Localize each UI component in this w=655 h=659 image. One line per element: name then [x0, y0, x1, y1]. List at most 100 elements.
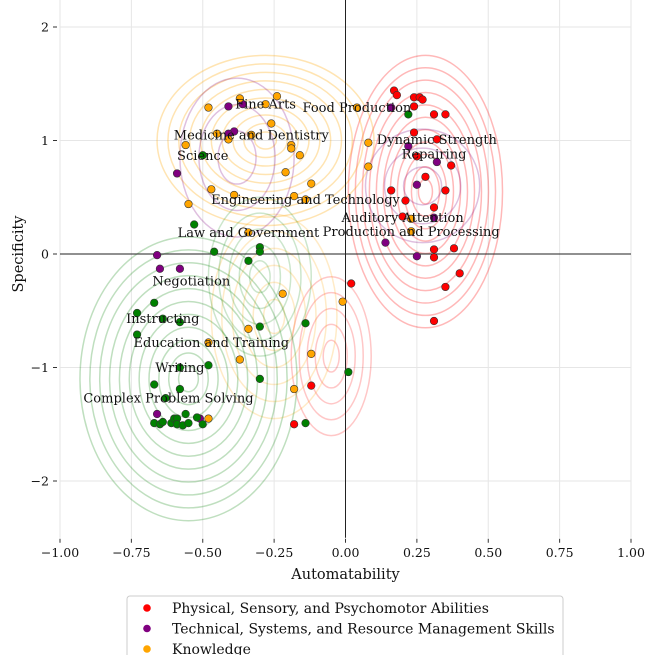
- data-point: [172, 169, 182, 178]
- data-point: [307, 349, 316, 358]
- data-point: [287, 144, 296, 153]
- kde-contour: [232, 114, 299, 167]
- x-tick-label: −0.25: [255, 545, 293, 560]
- x-tick-label: −1.00: [41, 545, 79, 560]
- data-point: [132, 330, 142, 339]
- data-point: [364, 162, 373, 171]
- data-point: [421, 172, 430, 181]
- data-point: [155, 264, 165, 273]
- point-annotation: Science: [177, 149, 229, 164]
- kde-contour: [368, 91, 483, 292]
- kde-contour: [167, 352, 209, 406]
- kde-contour: [89, 249, 288, 509]
- data-point: [158, 417, 167, 427]
- kde-contour: [252, 281, 296, 352]
- data-point: [204, 414, 213, 423]
- kde-contour: [210, 213, 338, 420]
- point-annotation: Complex Problem Solving: [83, 392, 253, 407]
- data-point: [267, 119, 276, 128]
- data-point: [161, 394, 170, 403]
- data-point: [290, 420, 299, 429]
- data-point: [387, 103, 396, 112]
- legend-label: Physical, Sensory, and Psychomotor Abili…: [172, 601, 489, 617]
- data-point: [204, 103, 213, 112]
- x-tick-label: 0.75: [546, 545, 574, 560]
- kde-contour: [314, 323, 348, 389]
- data-point: [244, 228, 253, 237]
- kde-contour: [375, 104, 476, 279]
- data-point: [181, 140, 190, 150]
- data-point: [407, 214, 416, 223]
- data-point: [150, 380, 159, 389]
- kde-contour: [241, 264, 307, 369]
- kde-contour: [158, 339, 219, 419]
- kde-contour: [108, 274, 269, 483]
- kde-contour: [383, 147, 462, 225]
- data-point: [175, 384, 185, 394]
- legend: Physical, Sensory, and Psychomotor Abili…: [126, 595, 564, 659]
- kde-contour: [306, 307, 356, 405]
- point-annotation: Law and Government: [178, 226, 320, 241]
- data-point: [224, 135, 233, 144]
- data-point: [244, 324, 253, 334]
- data-point: [175, 318, 185, 327]
- data-point: [244, 256, 253, 265]
- data-point: [347, 279, 356, 288]
- data-point: [184, 199, 193, 209]
- data-point: [307, 179, 316, 188]
- data-point: [429, 316, 439, 326]
- data-point: [412, 152, 421, 161]
- data-point: [132, 308, 142, 318]
- kde-contour: [354, 67, 497, 317]
- data-point: [364, 138, 373, 147]
- x-tick-label: −0.75: [112, 545, 150, 560]
- data-point: [409, 128, 419, 137]
- data-point: [235, 94, 244, 103]
- kde-contour: [156, 54, 375, 227]
- data-point: [429, 245, 439, 254]
- data-point: [278, 289, 287, 298]
- legend-label: Technical, Systems, and Resource Managem…: [172, 622, 555, 638]
- kde-contour: [188, 80, 343, 201]
- kde-contour: [231, 247, 317, 386]
- legend-frame: [126, 595, 564, 659]
- data-point: [255, 322, 264, 331]
- data-point: [290, 192, 299, 201]
- data-point: [210, 247, 219, 256]
- kde-contour: [217, 212, 302, 342]
- data-point: [404, 142, 413, 151]
- data-point: [449, 244, 459, 253]
- y-tick-label: 1: [41, 133, 49, 148]
- point-annotation: Negotiation: [152, 275, 231, 290]
- data-point: [381, 238, 390, 247]
- data-point: [429, 253, 439, 262]
- axis-ticks: −1.00 −0.75 −0.50 −0.25 0.00 0.25 0.50 0.75 1.00…: [31, 20, 645, 560]
- point-annotation: Fine Arts: [235, 98, 296, 113]
- data-point: [352, 103, 362, 112]
- kde-contour: [167, 63, 364, 218]
- x-tick-label: 0.50: [474, 545, 502, 560]
- x-tick-label: 1.00: [617, 545, 645, 560]
- data-point: [158, 314, 167, 323]
- point-annotation: Instructing: [126, 312, 199, 327]
- kde-contour: [361, 79, 490, 304]
- kde-contour: [262, 298, 286, 335]
- kde-contour: [128, 300, 249, 457]
- x-axis-label: Automatability: [290, 567, 400, 583]
- point-annotation: Engineering and Technology: [211, 193, 400, 208]
- data-point: [181, 409, 190, 419]
- y-axis-label: Specificity: [11, 215, 27, 293]
- kde-contour: [221, 230, 328, 403]
- data-point: [150, 298, 159, 307]
- y-tick-label: 2: [41, 20, 49, 35]
- kde-contour: [290, 275, 372, 437]
- data-point: [429, 203, 439, 212]
- data-point: [230, 190, 239, 200]
- kde-contour: [210, 97, 321, 184]
- data-point: [204, 338, 213, 347]
- data-point: [175, 363, 185, 372]
- data-point: [152, 251, 162, 260]
- kde-contour: [177, 365, 200, 393]
- kde-contour: [417, 178, 434, 205]
